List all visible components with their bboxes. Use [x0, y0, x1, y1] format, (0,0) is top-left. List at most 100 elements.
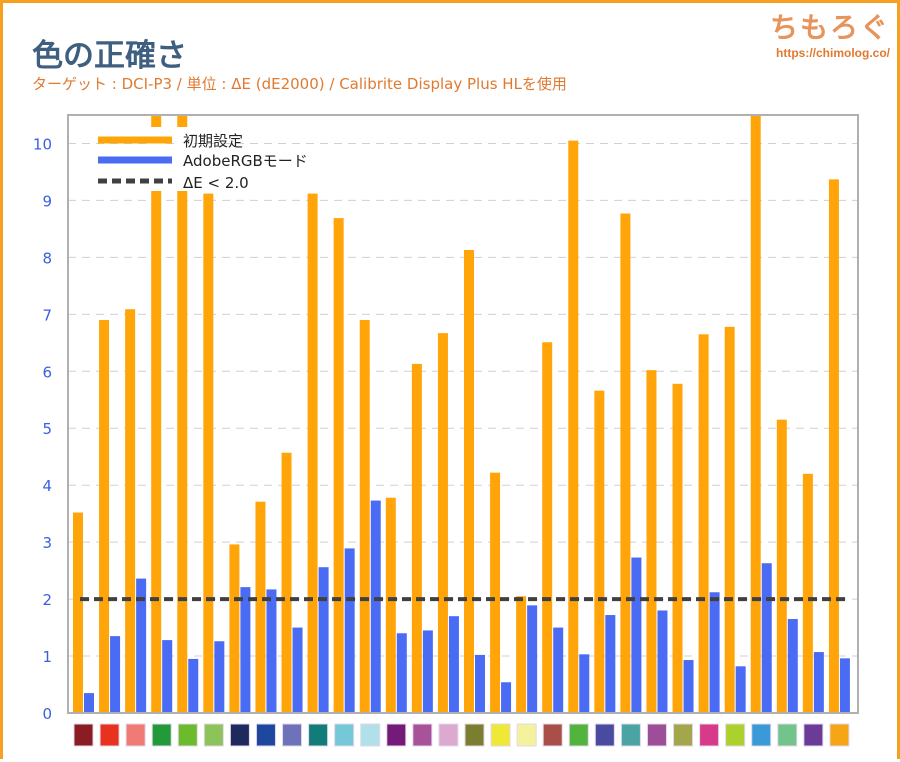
plot-border [67, 114, 859, 714]
chart-subtitle: ターゲット : DCI-P3 / 単位 : ΔE (dE2000) / Cali… [32, 75, 567, 93]
color-swatch [516, 723, 537, 747]
bar-initial [620, 213, 631, 713]
color-swatch [464, 723, 485, 747]
color-swatch [203, 723, 224, 747]
color-swatch [386, 723, 407, 747]
bar-initial [203, 193, 214, 713]
bar-adobergb [422, 630, 433, 713]
bar-initial [125, 309, 136, 713]
y-axis: 0 1 2 3 4 5 6 7 8 9 10 [33, 135, 52, 723]
bar-initial [281, 452, 292, 713]
legend-label-initial: 初期設定 [183, 132, 243, 150]
bar-adobergb [579, 654, 590, 713]
bar-initial [177, 115, 188, 713]
bar-initial [333, 218, 344, 714]
bar-adobergb [110, 636, 121, 713]
bar-initial [594, 390, 605, 713]
color-swatch [255, 723, 276, 747]
bar-adobergb [475, 654, 485, 713]
bar-adobergb [292, 627, 303, 713]
color-swatch [334, 723, 355, 747]
color-swatch [646, 723, 667, 747]
y-tick-label: 6 [42, 363, 52, 381]
logo-text: ちもろぐ [769, 11, 890, 44]
color-swatch [308, 723, 329, 747]
bar-initial [542, 342, 553, 713]
bar-adobergb [214, 641, 225, 713]
bar-initial [568, 140, 579, 714]
bar-initial [750, 115, 761, 713]
bar-initial [672, 383, 683, 713]
bar-initial [802, 473, 813, 713]
color-swatch [360, 723, 381, 747]
color-swatch [490, 723, 511, 747]
bar-initial [464, 249, 474, 713]
logo-url: https://chimolog.co/ [776, 46, 890, 60]
bar-adobergb [605, 615, 616, 713]
color-swatch [725, 723, 746, 747]
legend: 初期設定 AdobeRGBモード ΔE < 2.0 [98, 132, 308, 192]
color-swatch [151, 723, 172, 747]
bar-initial [307, 193, 318, 713]
y-tick-label: 1 [42, 648, 52, 666]
y-tick-label: 7 [42, 306, 52, 324]
bar-initial [73, 512, 83, 713]
bar-initial [698, 334, 709, 713]
chart-title: 色の正確さ [32, 38, 187, 74]
y-tick-label: 9 [42, 192, 52, 210]
color-swatch [438, 723, 459, 747]
color-swatch [699, 723, 720, 747]
bar-adobergb [188, 658, 199, 713]
bar-adobergb [266, 589, 277, 713]
bar-adobergb [787, 619, 798, 713]
bar-initial [255, 501, 266, 713]
bar-adobergb [501, 682, 512, 713]
color-swatch [282, 723, 303, 747]
y-tick-label: 10 [33, 135, 52, 153]
bar-initial [229, 544, 240, 713]
bar-initial [359, 320, 370, 713]
bar-adobergb [396, 633, 407, 713]
bar-initial [151, 115, 162, 713]
bar-adobergb [839, 658, 850, 713]
color-swatches [73, 723, 850, 747]
bar-adobergb [657, 610, 668, 713]
y-tick-label: 2 [42, 591, 52, 609]
y-tick-label: 5 [42, 420, 52, 438]
bar-adobergb [709, 592, 720, 713]
color-swatch [412, 723, 433, 747]
color-swatch [99, 723, 120, 747]
color-swatch [673, 723, 694, 747]
color-swatch [751, 723, 772, 747]
bars [73, 115, 850, 714]
bar-initial [437, 333, 448, 713]
bar-initial [490, 472, 501, 713]
bar-adobergb [813, 652, 824, 713]
bar-initial [411, 363, 422, 713]
bar-adobergb [240, 587, 251, 713]
color-swatch [125, 723, 146, 747]
color-swatch [777, 723, 798, 747]
bar-initial [776, 419, 787, 713]
legend-label-adobergb: AdobeRGBモード [183, 152, 308, 170]
color-swatch [620, 723, 641, 747]
bar-initial [516, 596, 527, 713]
bar-adobergb [162, 640, 173, 713]
color-swatch [177, 723, 198, 747]
bar-initial [99, 320, 110, 713]
site-logo: ちもろぐ https://chimolog.co/ [770, 6, 890, 60]
axis-break [176, 127, 189, 191]
y-tick-label: 0 [42, 705, 52, 723]
color-swatch [594, 723, 615, 747]
color-swatch [542, 723, 563, 747]
color-swatch [73, 723, 94, 747]
y-tick-label: 8 [42, 249, 52, 267]
y-tick-label: 4 [42, 477, 52, 495]
bar-adobergb [631, 557, 642, 713]
bar-adobergb [136, 578, 147, 713]
color-swatch [229, 723, 250, 747]
bar-adobergb [553, 627, 564, 713]
bar-adobergb [344, 548, 355, 713]
